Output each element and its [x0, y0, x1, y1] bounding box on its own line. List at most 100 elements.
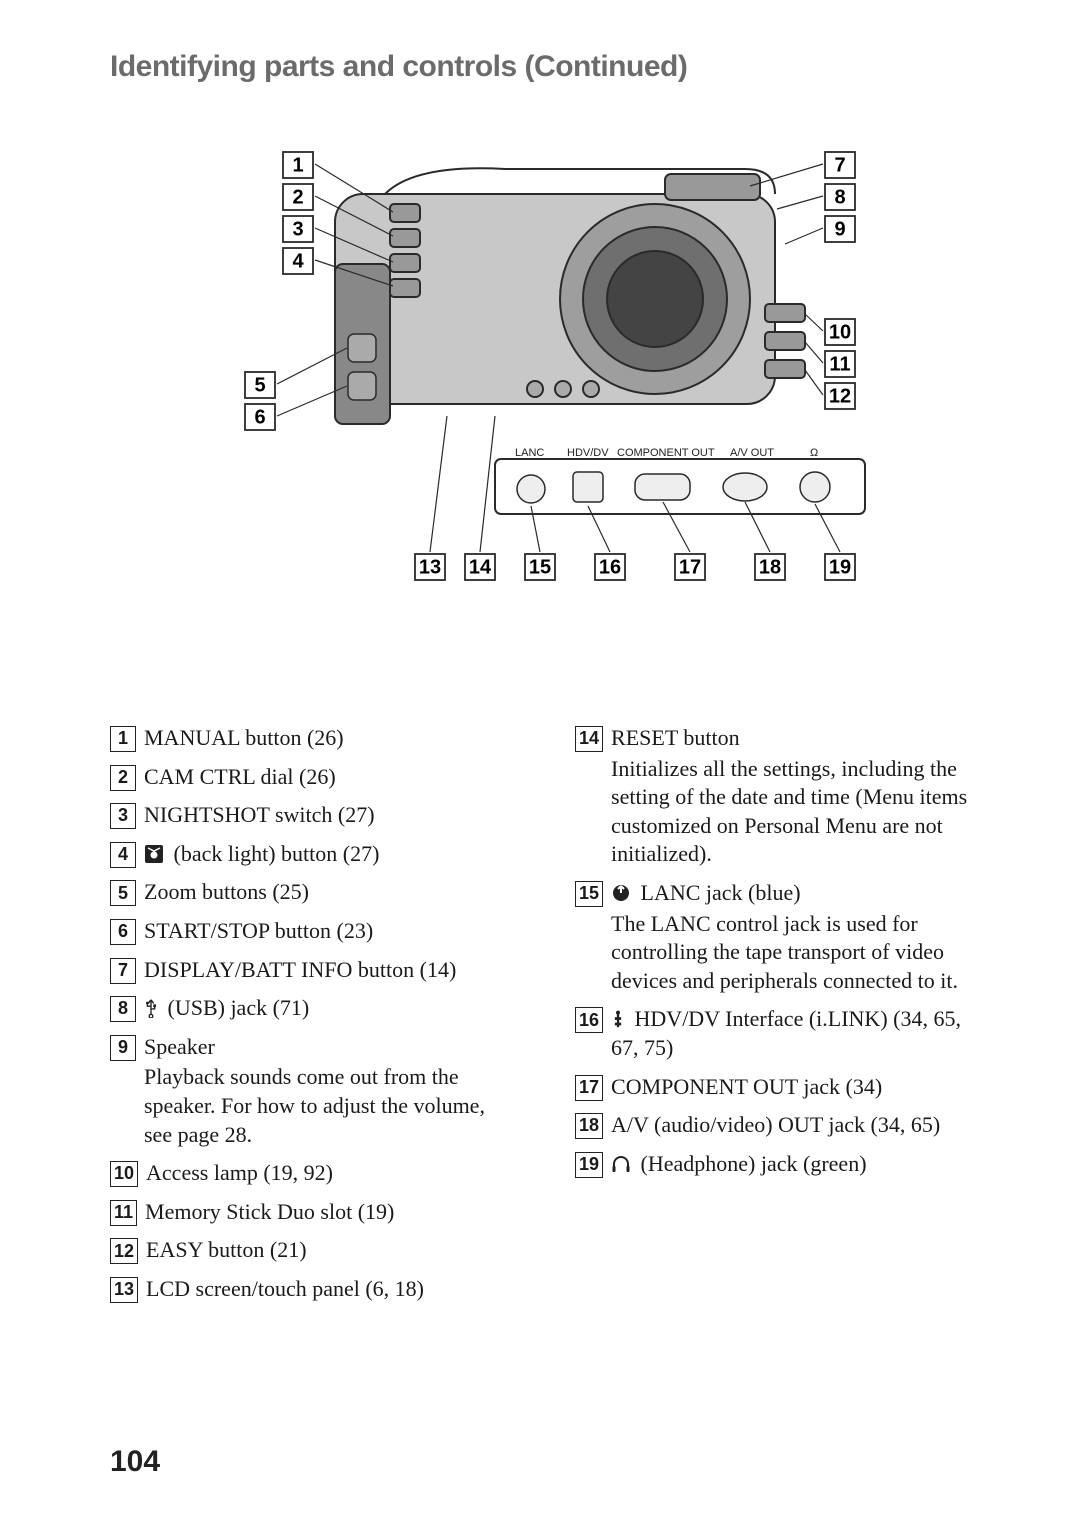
usb-icon: [144, 998, 158, 1018]
item-label: MANUAL button (26): [144, 725, 344, 750]
item-label: A/V (audio/video) OUT jack (34, 65): [611, 1112, 940, 1137]
list-item: 3 NIGHTSHOT switch (27): [110, 801, 515, 830]
diagram-svg: LANC HDV/DV COMPONENT OUT A/V OUT Ω: [185, 124, 905, 604]
item-label: LANC jack (blue): [641, 880, 801, 905]
callout-number: 1: [292, 155, 303, 177]
item-number: 2: [110, 765, 136, 791]
item-desc: Playback sounds come out from the speake…: [144, 1063, 515, 1149]
list-item: 2 CAM CTRL dial (26): [110, 763, 515, 792]
item-number: 16: [575, 1007, 603, 1033]
list-item: 19 (Headphone) jack (green): [575, 1150, 980, 1179]
ilink-icon: [611, 1009, 625, 1029]
jack-label-component: COMPONENT OUT: [617, 447, 715, 459]
item-label: DISPLAY/BATT INFO button (14): [144, 957, 456, 982]
list-item: 17 COMPONENT OUT jack (34): [575, 1073, 980, 1102]
backlight-icon: [144, 844, 164, 864]
item-number: 12: [110, 1238, 138, 1264]
description-columns: 1 MANUAL button (26) 2 CAM CTRL dial (26…: [110, 724, 980, 1314]
item-number: 14: [575, 726, 603, 752]
item-number: 5: [110, 880, 136, 906]
callout-number: 4: [292, 251, 304, 273]
list-item: 12 EASY button (21): [110, 1236, 515, 1265]
list-item: 6 START/STOP button (23): [110, 917, 515, 946]
list-item: 16 HDV/DV Interface (i.LINK) (34, 65, 67…: [575, 1005, 980, 1062]
callout-number: 13: [419, 557, 441, 579]
item-label: Access lamp (19, 92): [146, 1160, 333, 1185]
callout-number: 2: [292, 187, 303, 209]
list-item: 11 Memory Stick Duo slot (19): [110, 1198, 515, 1227]
item-number: 19: [575, 1152, 603, 1178]
item-label: (Headphone) jack (green): [641, 1151, 867, 1176]
callout-number: 8: [834, 187, 845, 209]
item-label: LCD screen/touch panel (6, 18): [146, 1276, 424, 1301]
item-number: 13: [110, 1277, 138, 1303]
callout-number: 7: [834, 155, 845, 177]
item-body: START/STOP button (23): [144, 917, 515, 946]
list-item: 9 Speaker Playback sounds come out from t…: [110, 1033, 515, 1149]
item-label: COMPONENT OUT jack (34): [611, 1074, 882, 1099]
item-body: Access lamp (19, 92): [146, 1159, 515, 1188]
item-body: EASY button (21): [146, 1236, 515, 1265]
callout-number: 10: [829, 322, 851, 344]
item-label: (USB) jack (71): [168, 995, 310, 1020]
item-body: A/V (audio/video) OUT jack (34, 65): [611, 1111, 980, 1140]
page-title: Identifying parts and controls (Continue…: [110, 50, 980, 84]
item-label: START/STOP button (23): [144, 918, 373, 943]
camera-diagram: LANC HDV/DV COMPONENT OUT A/V OUT Ω: [185, 124, 905, 604]
item-body: CAM CTRL dial (26): [144, 763, 515, 792]
item-body: HDV/DV Interface (i.LINK) (34, 65, 67, 7…: [611, 1005, 980, 1062]
list-item: 10 Access lamp (19, 92): [110, 1159, 515, 1188]
item-number: 8: [110, 996, 136, 1022]
item-body: Memory Stick Duo slot (19): [145, 1198, 515, 1227]
jack-label-hdvdv: HDV/DV: [567, 447, 609, 459]
item-number: 17: [575, 1075, 603, 1101]
item-number: 10: [110, 1161, 138, 1187]
item-desc: The LANC control jack is used for contro…: [611, 910, 980, 996]
item-label: Memory Stick Duo slot (19): [145, 1199, 394, 1224]
callout-number: 18: [759, 557, 781, 579]
item-label: NIGHTSHOT switch (27): [144, 802, 375, 827]
item-body: COMPONENT OUT jack (34): [611, 1073, 980, 1102]
item-number: 4: [110, 842, 136, 868]
item-body: NIGHTSHOT switch (27): [144, 801, 515, 830]
item-label: EASY button (21): [146, 1237, 307, 1262]
jack-label-headphone: Ω: [810, 447, 818, 459]
list-item: 15 LANC jack (blue) The LANC control jack…: [575, 879, 980, 995]
callout-number: 6: [254, 407, 265, 429]
item-desc: Initializes all the settings, including …: [611, 755, 980, 869]
item-number: 6: [110, 919, 136, 945]
item-label: RESET button: [611, 725, 740, 750]
list-item: 13 LCD screen/touch panel (6, 18): [110, 1275, 515, 1304]
item-number: 11: [110, 1200, 137, 1226]
callout-number: 17: [679, 557, 701, 579]
list-item: 8 (USB) jack (71): [110, 994, 515, 1023]
list-item: 5 Zoom buttons (25): [110, 878, 515, 907]
item-body: RESET button Initializes all the settings…: [611, 724, 980, 869]
item-body: (Headphone) jack (green): [611, 1150, 980, 1179]
item-body: (USB) jack (71): [144, 994, 515, 1023]
list-item: 14 RESET button Initializes all the setti…: [575, 724, 980, 869]
list-item: 18 A/V (audio/video) OUT jack (34, 65): [575, 1111, 980, 1140]
item-number: 7: [110, 958, 136, 984]
item-body: LCD screen/touch panel (6, 18): [146, 1275, 515, 1304]
callout-number: 9: [834, 219, 845, 241]
item-number: 18: [575, 1113, 603, 1139]
item-number: 9: [110, 1035, 136, 1061]
right-column: 14 RESET button Initializes all the setti…: [575, 724, 980, 1314]
item-label: Speaker: [144, 1034, 215, 1059]
left-column: 1 MANUAL button (26) 2 CAM CTRL dial (26…: [110, 724, 515, 1314]
jack-label-lanc: LANC: [515, 447, 544, 459]
item-body: DISPLAY/BATT INFO button (14): [144, 956, 515, 985]
item-label: CAM CTRL dial (26): [144, 764, 336, 789]
item-number: 15: [575, 881, 603, 907]
item-label: (back light) button (27): [174, 841, 380, 866]
callout-number: 14: [469, 557, 492, 579]
item-body: (back light) button (27): [144, 840, 515, 869]
item-label: HDV/DV Interface (i.LINK) (34, 65, 67, 7…: [611, 1006, 961, 1060]
item-label: Zoom buttons (25): [144, 879, 309, 904]
callout-number: 3: [292, 219, 303, 241]
page-number: 104: [110, 1445, 160, 1479]
callout-number: 15: [529, 557, 551, 579]
callout-number: 11: [829, 354, 850, 376]
list-item: 4 (back light) button (27): [110, 840, 515, 869]
